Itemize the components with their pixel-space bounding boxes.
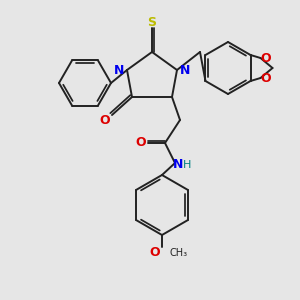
Text: O: O: [260, 71, 271, 85]
Text: O: O: [260, 52, 271, 64]
Text: N: N: [173, 158, 183, 172]
Text: O: O: [150, 247, 160, 260]
Text: CH₃: CH₃: [169, 248, 187, 258]
Text: O: O: [100, 113, 110, 127]
Text: N: N: [180, 64, 190, 76]
Text: H: H: [183, 160, 191, 170]
Text: N: N: [114, 64, 124, 76]
Text: S: S: [148, 16, 157, 28]
Text: O: O: [136, 136, 146, 149]
